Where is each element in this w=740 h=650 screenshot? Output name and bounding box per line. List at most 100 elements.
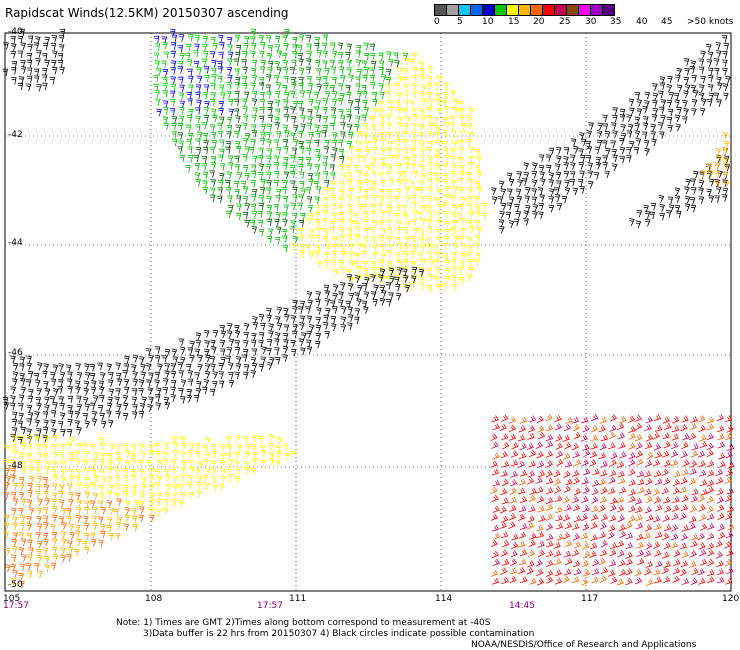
wind-barb <box>347 131 354 140</box>
wind-barb <box>59 371 66 380</box>
wind-barb <box>36 387 42 396</box>
wind-barb <box>234 90 240 99</box>
wind-barb <box>250 50 256 59</box>
wind-barb <box>573 431 581 440</box>
wind-barb <box>610 576 618 584</box>
wind-barb <box>274 44 281 52</box>
wind-barb <box>572 450 581 459</box>
wind-barb <box>243 91 250 100</box>
wind-barb <box>628 458 636 467</box>
wind-barb <box>298 140 305 149</box>
wind-barb <box>362 211 369 219</box>
wind-barb <box>171 484 178 492</box>
wind-barb <box>235 44 242 53</box>
wind-barb <box>511 442 519 450</box>
wind-barb <box>659 213 665 221</box>
wind-barb <box>395 148 402 157</box>
wind-barb <box>706 505 714 514</box>
wind-barb <box>697 568 705 576</box>
wind-barb <box>491 494 499 503</box>
wind-barb <box>490 539 498 548</box>
wind-barb <box>337 98 344 106</box>
wind-barb <box>170 67 177 75</box>
wind-barb <box>308 98 314 107</box>
wind-barb <box>581 560 589 568</box>
wind-barb <box>654 576 662 584</box>
wind-barb <box>517 513 526 521</box>
wind-barb <box>242 348 249 357</box>
wind-barb <box>226 37 233 45</box>
wind-barb <box>403 274 409 283</box>
wind-barb <box>194 34 200 43</box>
wind-barb <box>275 316 281 324</box>
wind-barb <box>34 419 40 428</box>
wind-barb <box>683 76 690 85</box>
wind-barb <box>379 252 386 261</box>
wind-barb <box>442 172 449 181</box>
wind-barb <box>628 479 636 486</box>
wind-barb <box>555 171 562 180</box>
wind-barb <box>220 330 227 339</box>
wind-barb <box>609 414 618 422</box>
wind-barb <box>116 498 122 507</box>
wind-barb <box>228 108 234 117</box>
wind-barb <box>563 485 571 493</box>
wind-barb <box>635 506 643 513</box>
wind-barb <box>433 178 440 186</box>
wind-barb <box>652 432 660 440</box>
wind-barb <box>724 541 732 549</box>
wind-barb <box>599 416 607 424</box>
wind-barb <box>362 195 368 203</box>
wind-barb <box>378 235 384 243</box>
wind-barb <box>588 180 594 189</box>
wind-barb <box>474 242 480 251</box>
wind-barb <box>97 500 104 508</box>
wind-barb <box>554 577 563 585</box>
wind-barb <box>425 218 432 226</box>
wind-barb <box>369 211 376 219</box>
wind-barb <box>653 413 662 421</box>
wind-barb <box>671 512 679 521</box>
wind-barb <box>353 261 359 269</box>
wind-barb <box>260 450 266 458</box>
wind-barb <box>36 554 43 563</box>
wind-barb <box>12 482 19 491</box>
wind-barb <box>401 139 408 147</box>
wind-barb <box>258 50 265 59</box>
wind-barb <box>76 426 82 435</box>
wind-barb <box>585 140 591 149</box>
wind-barb <box>716 155 723 164</box>
wind-barb <box>459 253 466 261</box>
wind-barb <box>59 443 66 452</box>
wind-barb <box>180 346 186 355</box>
wind-barb <box>163 442 169 451</box>
wind-barb <box>154 90 160 98</box>
wind-barb <box>267 362 273 370</box>
wind-barb <box>345 108 352 116</box>
wind-barb <box>219 42 225 50</box>
wind-barb <box>617 477 626 484</box>
wind-barb <box>290 155 296 163</box>
wind-barb <box>515 211 522 219</box>
wind-barb <box>502 441 510 450</box>
wind-barb <box>499 521 507 529</box>
wind-barb <box>635 522 644 530</box>
wind-barb <box>289 164 296 173</box>
wind-barb <box>338 180 345 189</box>
wind-barb <box>425 243 432 251</box>
wind-barb <box>564 187 571 196</box>
wind-barb <box>537 505 545 513</box>
wind-barb <box>619 137 625 146</box>
wind-barb <box>98 380 105 389</box>
wind-barb <box>337 299 344 308</box>
wind-barb <box>314 172 320 180</box>
wind-barb <box>84 363 90 372</box>
wind-barb <box>300 188 306 196</box>
wind-barb <box>537 460 545 468</box>
wind-barb <box>18 394 25 403</box>
wind-barb <box>179 474 186 482</box>
wind-barb <box>674 99 680 108</box>
wind-barb <box>170 83 176 91</box>
wind-barb <box>131 515 138 524</box>
wind-barb <box>443 82 449 91</box>
